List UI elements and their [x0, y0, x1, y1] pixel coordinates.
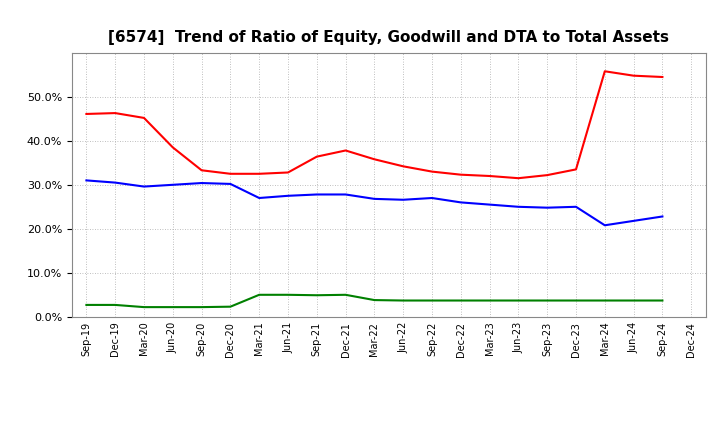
Equity: [456, 172, 465, 177]
Equity: [284, 170, 292, 175]
Equity: [600, 69, 609, 74]
Equity: [197, 168, 206, 173]
Goodwill: [370, 196, 379, 202]
Equity: [111, 110, 120, 116]
Goodwill: [82, 178, 91, 183]
Goodwill: [600, 223, 609, 228]
Deferred Tax Assets: [111, 302, 120, 308]
Deferred Tax Assets: [168, 304, 177, 310]
Goodwill: [312, 192, 321, 197]
Goodwill: [284, 193, 292, 198]
Equity: [370, 157, 379, 162]
Deferred Tax Assets: [140, 304, 148, 310]
Goodwill: [111, 180, 120, 185]
Equity: [312, 154, 321, 159]
Goodwill: [140, 184, 148, 189]
Equity: [428, 169, 436, 174]
Line: Goodwill: Goodwill: [86, 180, 662, 225]
Deferred Tax Assets: [197, 304, 206, 310]
Equity: [514, 176, 523, 181]
Goodwill: [226, 181, 235, 187]
Goodwill: [341, 192, 350, 197]
Equity: [543, 172, 552, 178]
Deferred Tax Assets: [658, 298, 667, 303]
Deferred Tax Assets: [485, 298, 494, 303]
Goodwill: [197, 180, 206, 186]
Goodwill: [572, 204, 580, 209]
Equity: [82, 111, 91, 117]
Equity: [255, 171, 264, 176]
Goodwill: [399, 197, 408, 202]
Deferred Tax Assets: [456, 298, 465, 303]
Deferred Tax Assets: [428, 298, 436, 303]
Goodwill: [543, 205, 552, 210]
Goodwill: [629, 218, 638, 224]
Deferred Tax Assets: [312, 293, 321, 298]
Deferred Tax Assets: [399, 298, 408, 303]
Deferred Tax Assets: [226, 304, 235, 309]
Equity: [168, 145, 177, 150]
Deferred Tax Assets: [341, 292, 350, 297]
Deferred Tax Assets: [82, 302, 91, 308]
Equity: [341, 148, 350, 153]
Deferred Tax Assets: [629, 298, 638, 303]
Equity: [629, 73, 638, 78]
Goodwill: [168, 182, 177, 187]
Deferred Tax Assets: [284, 292, 292, 297]
Equity: [485, 173, 494, 179]
Equity: [658, 74, 667, 80]
Deferred Tax Assets: [255, 292, 264, 297]
Equity: [140, 115, 148, 121]
Goodwill: [428, 195, 436, 201]
Equity: [399, 164, 408, 169]
Deferred Tax Assets: [572, 298, 580, 303]
Goodwill: [514, 204, 523, 209]
Deferred Tax Assets: [370, 297, 379, 303]
Equity: [226, 171, 235, 176]
Line: Equity: Equity: [86, 71, 662, 178]
Line: Deferred Tax Assets: Deferred Tax Assets: [86, 295, 662, 307]
Goodwill: [255, 195, 264, 201]
Deferred Tax Assets: [543, 298, 552, 303]
Title: [6574]  Trend of Ratio of Equity, Goodwill and DTA to Total Assets: [6574] Trend of Ratio of Equity, Goodwil…: [108, 29, 670, 45]
Equity: [572, 167, 580, 172]
Goodwill: [456, 200, 465, 205]
Deferred Tax Assets: [514, 298, 523, 303]
Goodwill: [485, 202, 494, 207]
Goodwill: [658, 214, 667, 219]
Deferred Tax Assets: [600, 298, 609, 303]
